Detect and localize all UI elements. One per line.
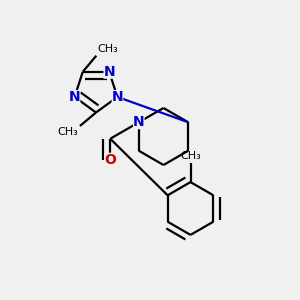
- Text: N: N: [112, 90, 123, 104]
- Text: CH₃: CH₃: [58, 128, 78, 137]
- Text: CH₃: CH₃: [180, 151, 201, 161]
- Text: O: O: [104, 153, 116, 167]
- Text: N: N: [133, 115, 145, 129]
- Text: CH₃: CH₃: [98, 44, 118, 54]
- Text: N: N: [69, 90, 80, 104]
- Text: N: N: [103, 65, 115, 79]
